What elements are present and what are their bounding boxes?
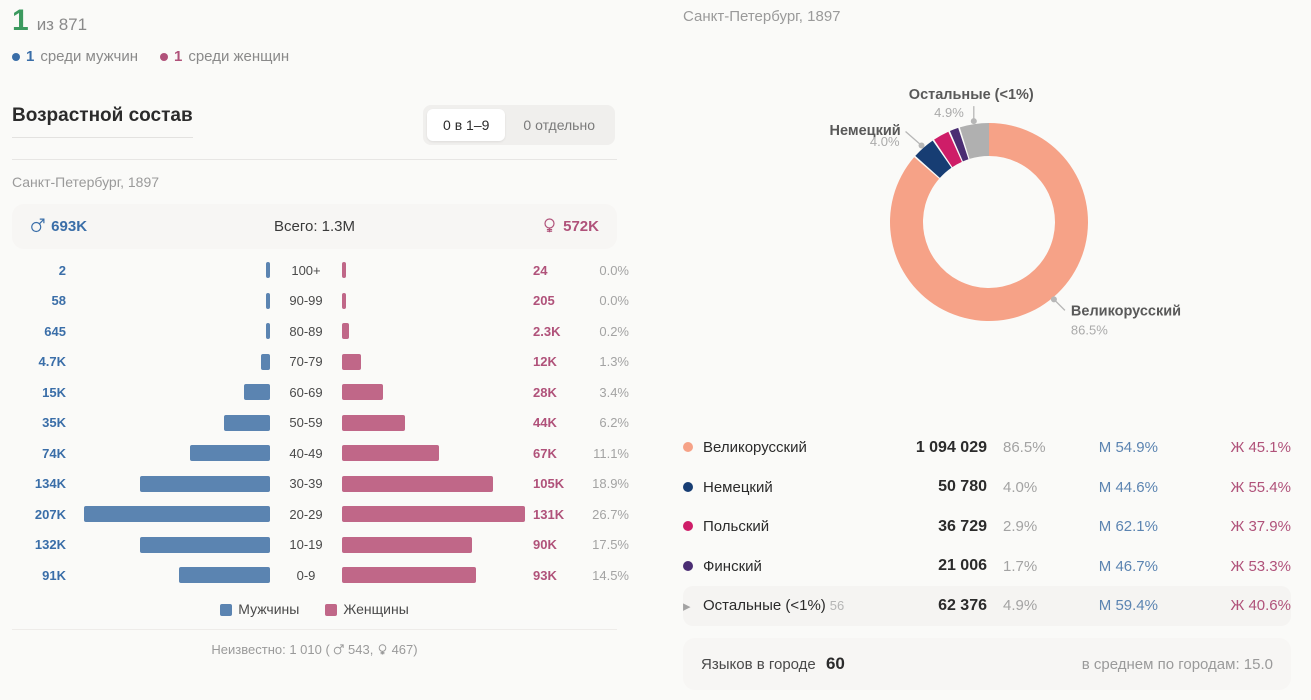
- svg-text:Великорусский: Великорусский: [1071, 303, 1181, 319]
- svg-text:4.0%: 4.0%: [870, 134, 900, 149]
- svg-text:Остальные (<1%): Остальные (<1%): [909, 87, 1034, 103]
- svg-text:4.9%: 4.9%: [934, 105, 964, 120]
- svg-text:86.5%: 86.5%: [1071, 322, 1108, 337]
